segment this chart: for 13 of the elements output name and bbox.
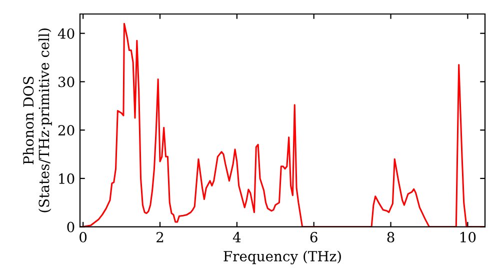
y-tick-label: 20 [58,125,74,136]
x-axis-title: Frequency (THz) [224,250,341,264]
x-tick-label: 0 [80,232,87,242]
y-tick-label: 0 [67,222,74,232]
y-tick-label: 30 [58,76,74,88]
y-axis-title: Phonon DOS (States/THz·primitive cell) [22,28,52,212]
x-tick-label: 6 [310,232,318,242]
x-tick-label: 10 [460,232,476,242]
y-tick-label: 10 [59,173,74,184]
y-tick-label: 40 [58,28,74,39]
x-tick-label: 8 [387,232,394,242]
x-tick-label: 2 [156,232,164,242]
x-tick-label: 4 [232,232,241,242]
